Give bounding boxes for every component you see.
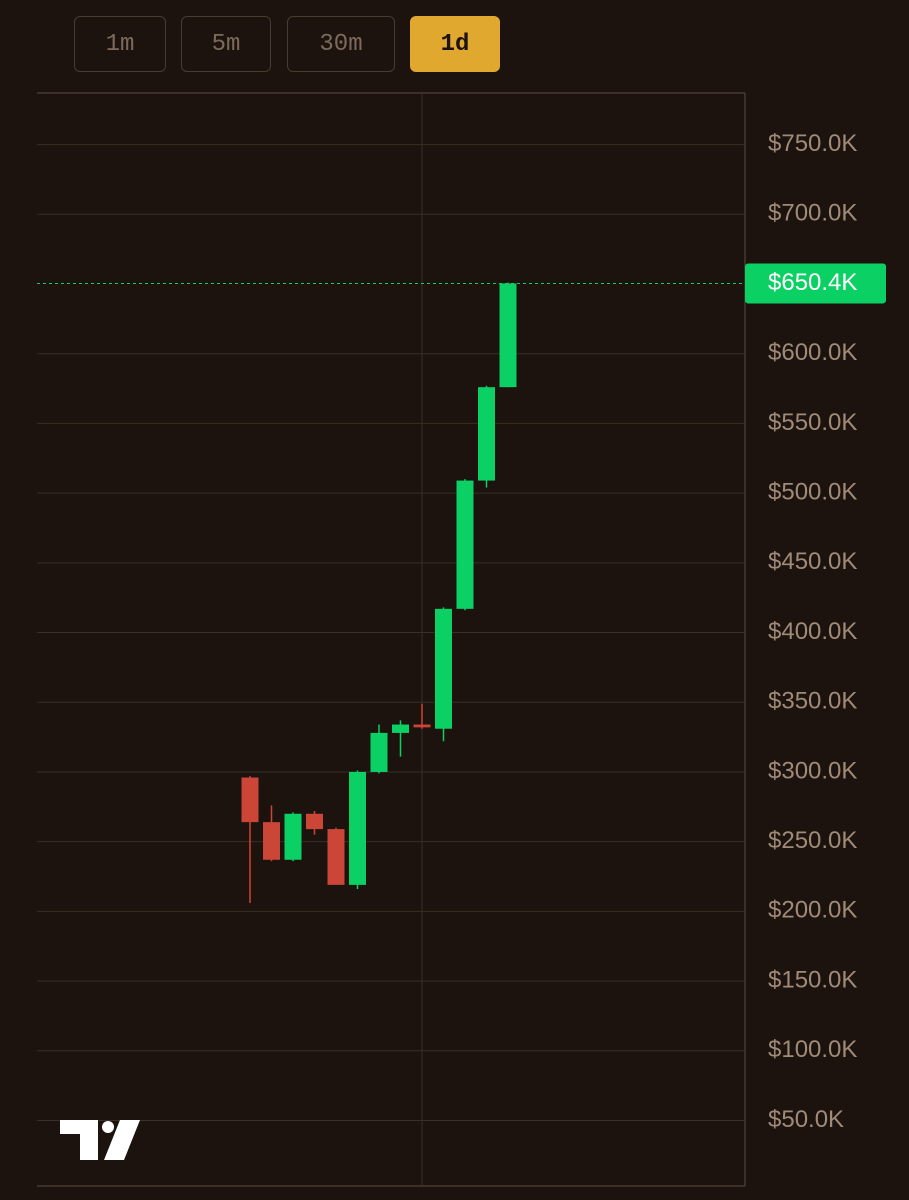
candle-body — [327, 829, 345, 885]
tradingview-logo — [60, 1120, 140, 1160]
candle-body — [349, 771, 366, 885]
interval-button[interactable]: 1m — [74, 16, 166, 72]
candle-body — [241, 777, 259, 823]
logo-part — [102, 1121, 114, 1133]
y-tick-label: $350.0K — [768, 688, 857, 715]
candle-body — [456, 480, 474, 609]
y-tick-label: $450.0K — [768, 548, 857, 575]
last-price-label: $650.4K — [768, 269, 857, 296]
candle-body — [263, 822, 280, 860]
interval-button[interactable]: 5m — [181, 16, 271, 72]
interval-button[interactable]: 30m — [287, 16, 395, 72]
candle-body — [499, 283, 517, 388]
last-price-tag — [745, 263, 886, 304]
y-tick-label: $200.0K — [768, 897, 857, 924]
y-tick-label: $400.0K — [768, 618, 857, 645]
y-tick-label: $550.0K — [768, 409, 857, 436]
interval-button[interactable]: 1d — [410, 16, 500, 72]
y-tick-label: $700.0K — [768, 200, 857, 227]
y-tick-label: $150.0K — [768, 966, 857, 993]
candle-body — [306, 813, 323, 830]
y-tick-label: $500.0K — [768, 478, 857, 505]
logo-part — [60, 1120, 98, 1160]
candle-body — [435, 608, 452, 729]
candle-body — [370, 732, 388, 772]
y-tick-label: $600.0K — [768, 339, 857, 366]
y-tick-label: $300.0K — [768, 757, 857, 784]
y-tick-label: $100.0K — [768, 1036, 857, 1063]
y-tick-label: $50.0K — [768, 1106, 844, 1133]
candle-body — [284, 813, 302, 860]
logo-part — [104, 1120, 140, 1160]
y-tick-label: $750.0K — [768, 130, 857, 157]
y-tick-label: $250.0K — [768, 827, 857, 854]
candle-body — [478, 387, 495, 481]
candle-body — [392, 724, 409, 733]
candle-body — [413, 724, 431, 728]
